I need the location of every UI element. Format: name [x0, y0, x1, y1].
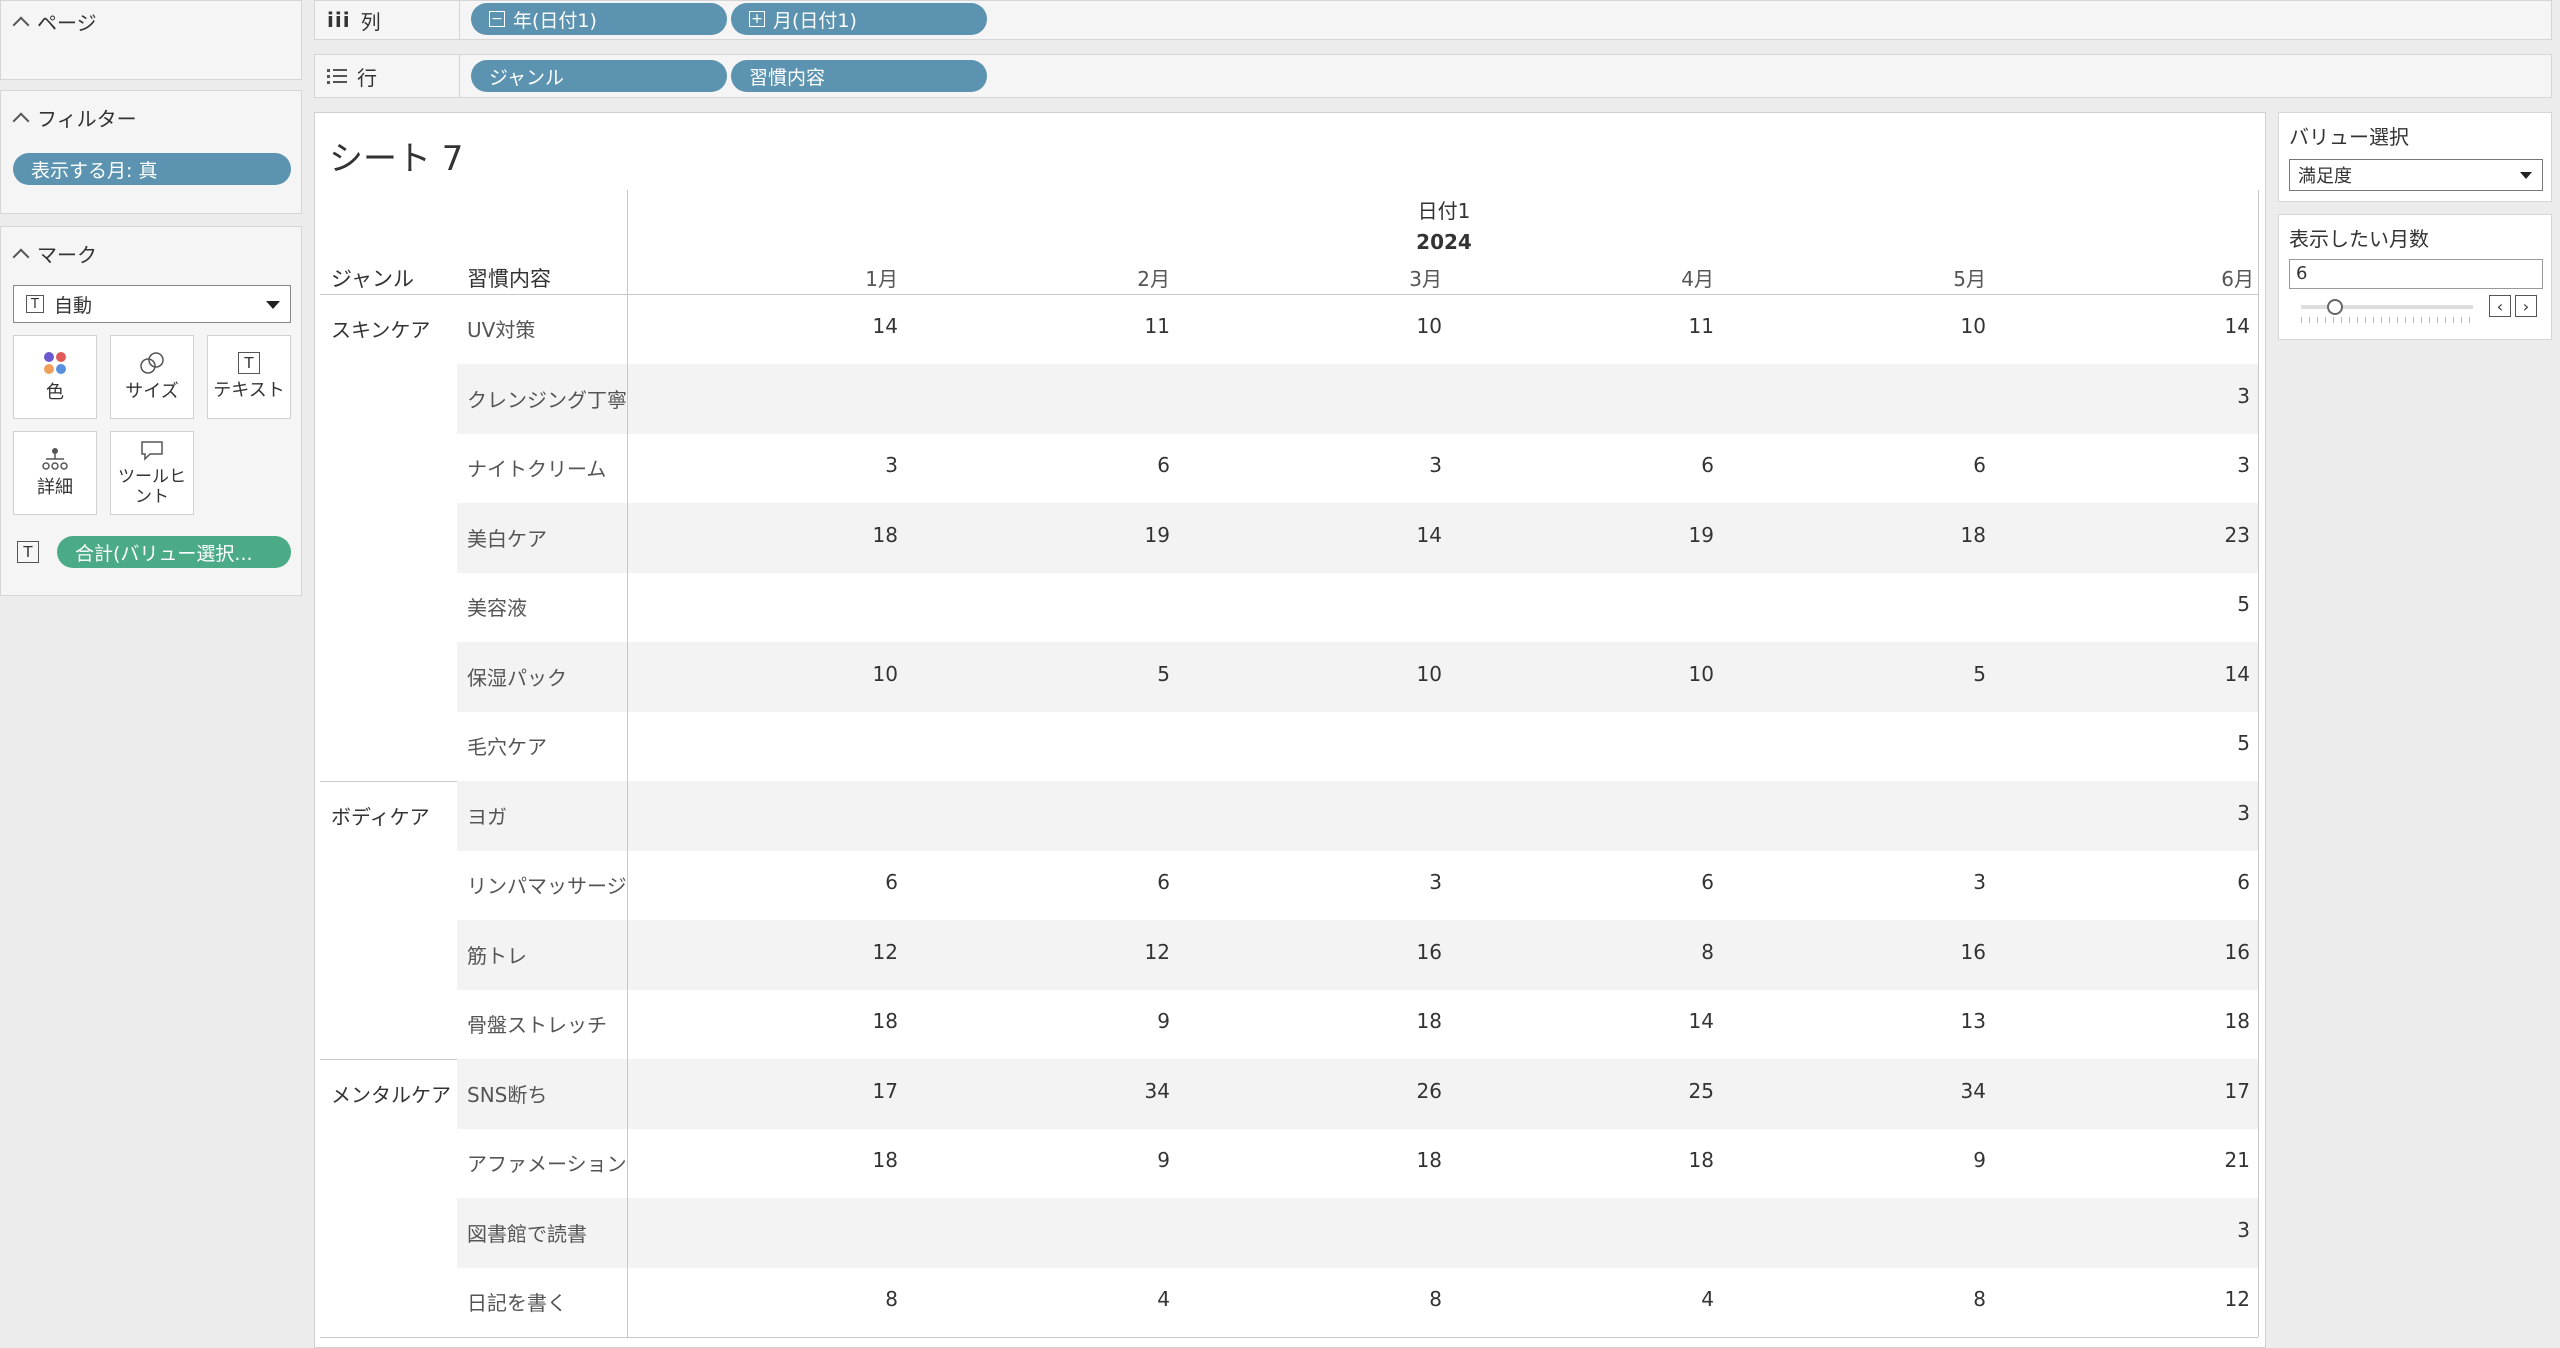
collapse-caret-icon: [12, 248, 30, 265]
pages-title: ページ: [37, 11, 97, 35]
filters-header[interactable]: フィルター: [12, 103, 137, 132]
value-select-card: バリュー選択 満足度: [2278, 112, 2552, 202]
genre-pill-label: ジャンル: [489, 66, 565, 89]
pages-header[interactable]: ページ: [12, 7, 97, 36]
increment-button[interactable]: ›: [2515, 295, 2537, 317]
sheet-title: シート 7: [329, 139, 464, 179]
measure-pill-label: 合計(バリュー選択...: [75, 542, 253, 565]
habit-pill-label: 習慣内容: [749, 66, 826, 89]
columns-icon: iii: [327, 8, 351, 32]
size-button-label: サイズ: [125, 381, 179, 403]
habit-pill[interactable]: 習慣内容: [731, 60, 987, 92]
marks-header[interactable]: マーク: [12, 239, 97, 268]
filters-title: フィルター: [37, 107, 137, 131]
month-pill[interactable]: + 月(日付1): [731, 3, 987, 35]
expand-plus-icon[interactable]: +: [749, 11, 765, 27]
tooltip-button-label: ツールヒ ント: [118, 466, 186, 507]
size-button[interactable]: サイズ: [110, 335, 194, 419]
columns-label-text: 列: [360, 9, 381, 34]
chevron-down-icon: [2520, 172, 2532, 179]
value-select-value: 満足度: [2298, 166, 2352, 187]
collapse-caret-icon: [12, 112, 30, 129]
color-button[interactable]: 色: [13, 335, 97, 419]
columns-shelf: iii 列 − 年(日付1) + 月(日付1): [314, 0, 2552, 40]
text-shelf-icon: T: [17, 541, 39, 563]
collapse-minus-icon[interactable]: −: [489, 11, 505, 27]
mark-type-dropdown[interactable]: T 自動: [13, 285, 291, 323]
color-button-label: 色: [46, 382, 64, 404]
tooltip-speech-icon: [141, 440, 163, 461]
detail-button[interactable]: 詳細: [13, 431, 97, 515]
collapse-caret-icon: [12, 16, 30, 33]
value-select-dropdown[interactable]: 満足度: [2289, 159, 2543, 191]
measure-pill[interactable]: 合計(バリュー選択...: [57, 536, 291, 568]
value-select-title: バリュー選択: [2289, 125, 2409, 149]
text-button-label: テキスト: [213, 380, 285, 402]
columns-label: iii 列: [315, 1, 460, 39]
detail-tree-icon: [42, 448, 68, 470]
year-pill-label: 年(日付1): [513, 9, 597, 32]
text-mark-icon: T: [26, 295, 44, 313]
mark-type-value: 自動: [54, 294, 93, 317]
worksheet: シート 7: [314, 112, 2266, 1348]
rows-list-icon: [327, 69, 347, 84]
color-dots-icon: [44, 352, 66, 375]
year-pill[interactable]: − 年(日付1): [471, 3, 727, 35]
pages-card: ページ: [0, 0, 302, 80]
decrement-button[interactable]: ‹: [2489, 295, 2511, 317]
months-parameter-card: 表示したい月数 6 ‹ ›: [2278, 214, 2552, 340]
genre-pill[interactable]: ジャンル: [471, 60, 727, 92]
rows-label: 行: [315, 55, 460, 97]
detail-button-label: 詳細: [37, 477, 73, 499]
chevron-down-icon: [266, 301, 280, 309]
rows-label-text: 行: [357, 65, 377, 90]
filter-pill[interactable]: 表示する月: 真: [13, 153, 291, 185]
size-circles-icon: [140, 352, 164, 374]
filters-card: フィルター 表示する月: 真: [0, 90, 302, 214]
rows-shelf: 行 ジャンル 習慣内容: [314, 54, 2552, 98]
months-slider-track[interactable]: [2301, 305, 2473, 309]
marks-title: マーク: [37, 243, 97, 267]
marks-card: マーク T 自動 色 サイズ T テキスト 詳細 ツールヒ ント T 合計(バリ…: [0, 226, 302, 596]
filter-pill-label: 表示する月: 真: [31, 159, 158, 182]
months-title: 表示したい月数: [2289, 227, 2429, 251]
text-button[interactable]: T テキスト: [207, 335, 291, 419]
months-input[interactable]: 6: [2289, 259, 2543, 289]
tooltip-button[interactable]: ツールヒ ント: [110, 431, 194, 515]
text-t-icon: T: [238, 352, 260, 375]
months-slider-ticks: [2301, 317, 2473, 323]
month-pill-label: 月(日付1): [773, 9, 857, 32]
months-slider-handle[interactable]: [2327, 299, 2343, 315]
